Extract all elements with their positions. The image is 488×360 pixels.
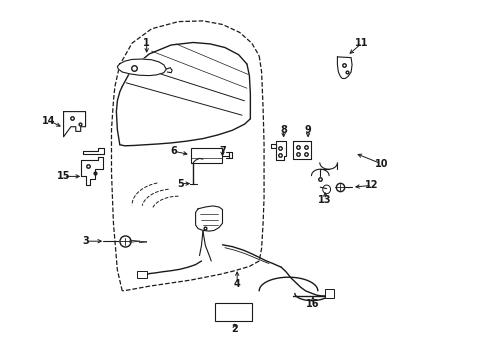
Text: 10: 10 — [374, 159, 387, 169]
Bar — [325, 289, 333, 298]
Polygon shape — [293, 141, 310, 159]
Text: 11: 11 — [354, 38, 368, 48]
Text: 13: 13 — [318, 195, 331, 205]
Text: 9: 9 — [304, 125, 311, 135]
Bar — [137, 271, 146, 278]
Polygon shape — [195, 206, 222, 231]
Text: 16: 16 — [305, 299, 319, 309]
Text: 12: 12 — [364, 180, 378, 190]
Polygon shape — [276, 141, 285, 160]
Text: 6: 6 — [170, 146, 177, 156]
Polygon shape — [63, 112, 85, 137]
Polygon shape — [117, 59, 166, 76]
Bar — [190, 148, 222, 163]
Polygon shape — [83, 148, 103, 154]
Text: 3: 3 — [82, 236, 89, 246]
Text: 4: 4 — [233, 279, 240, 289]
Text: 7: 7 — [219, 146, 225, 156]
Text: 14: 14 — [42, 116, 56, 126]
Text: 1: 1 — [143, 38, 150, 48]
Polygon shape — [271, 144, 276, 148]
Text: 15: 15 — [57, 171, 70, 181]
Text: 2: 2 — [231, 324, 238, 334]
Text: 5: 5 — [177, 179, 184, 189]
Polygon shape — [81, 157, 102, 185]
Text: 8: 8 — [280, 125, 286, 135]
Polygon shape — [337, 57, 351, 78]
Bar — [215, 303, 251, 321]
